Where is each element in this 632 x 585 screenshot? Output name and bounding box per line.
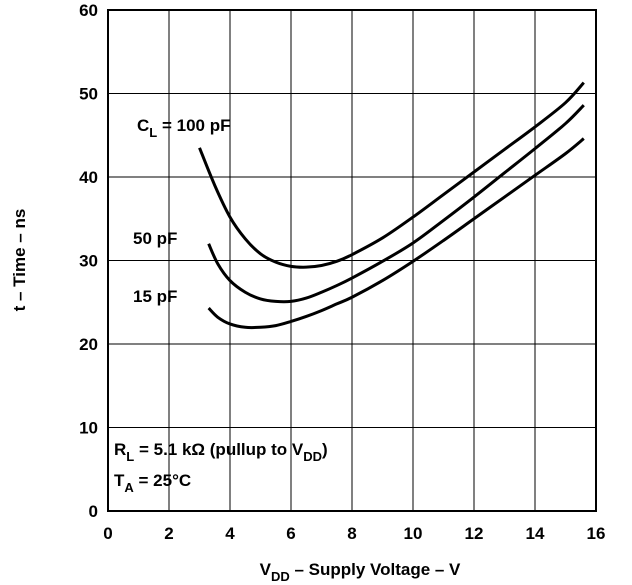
series-label-15pf: 15 pF	[133, 287, 177, 306]
y-tick-label: 60	[79, 1, 98, 20]
x-axis-title: VDD – Supply Voltage – V	[260, 560, 461, 584]
x-tick-label: 10	[404, 524, 423, 543]
y-tick-label: 10	[79, 419, 98, 438]
x-tick-label: 6	[286, 524, 295, 543]
series-lines	[198, 81, 585, 330]
x-tick-label: 8	[347, 524, 356, 543]
x-tick-label: 4	[225, 524, 235, 543]
series-label-50pf: 50 pF	[133, 229, 177, 248]
y-tick-label: 30	[79, 252, 98, 271]
plot-frame	[107, 9, 597, 512]
y-axis-title: t – Time – ns	[10, 209, 29, 312]
x-tick-label: 16	[587, 524, 606, 543]
x-axis-tick-labels: 0 2 4 6 8 10 12 14 16	[103, 524, 605, 543]
x-tick-label: 14	[526, 524, 545, 543]
series-line-50pf	[207, 104, 585, 304]
y-tick-label: 0	[89, 502, 98, 521]
series-label-cl-100: CL = 100 pF	[137, 116, 230, 140]
annotation-ta: TA = 25°C	[114, 471, 191, 495]
annotation-rl: RL = 5.1 kΩ (pullup to VDD)	[114, 440, 328, 464]
y-axis-tick-labels: 0 10 20 30 40 50 60	[79, 1, 98, 521]
series-line-15pf	[207, 137, 585, 330]
x-tick-label: 2	[164, 524, 173, 543]
y-tick-label: 40	[79, 168, 98, 187]
y-tick-label: 20	[79, 335, 98, 354]
grid	[108, 10, 596, 511]
series-line-100pf	[198, 81, 585, 269]
y-tick-label: 50	[79, 85, 98, 104]
x-tick-label: 0	[103, 524, 112, 543]
x-tick-label: 12	[465, 524, 484, 543]
